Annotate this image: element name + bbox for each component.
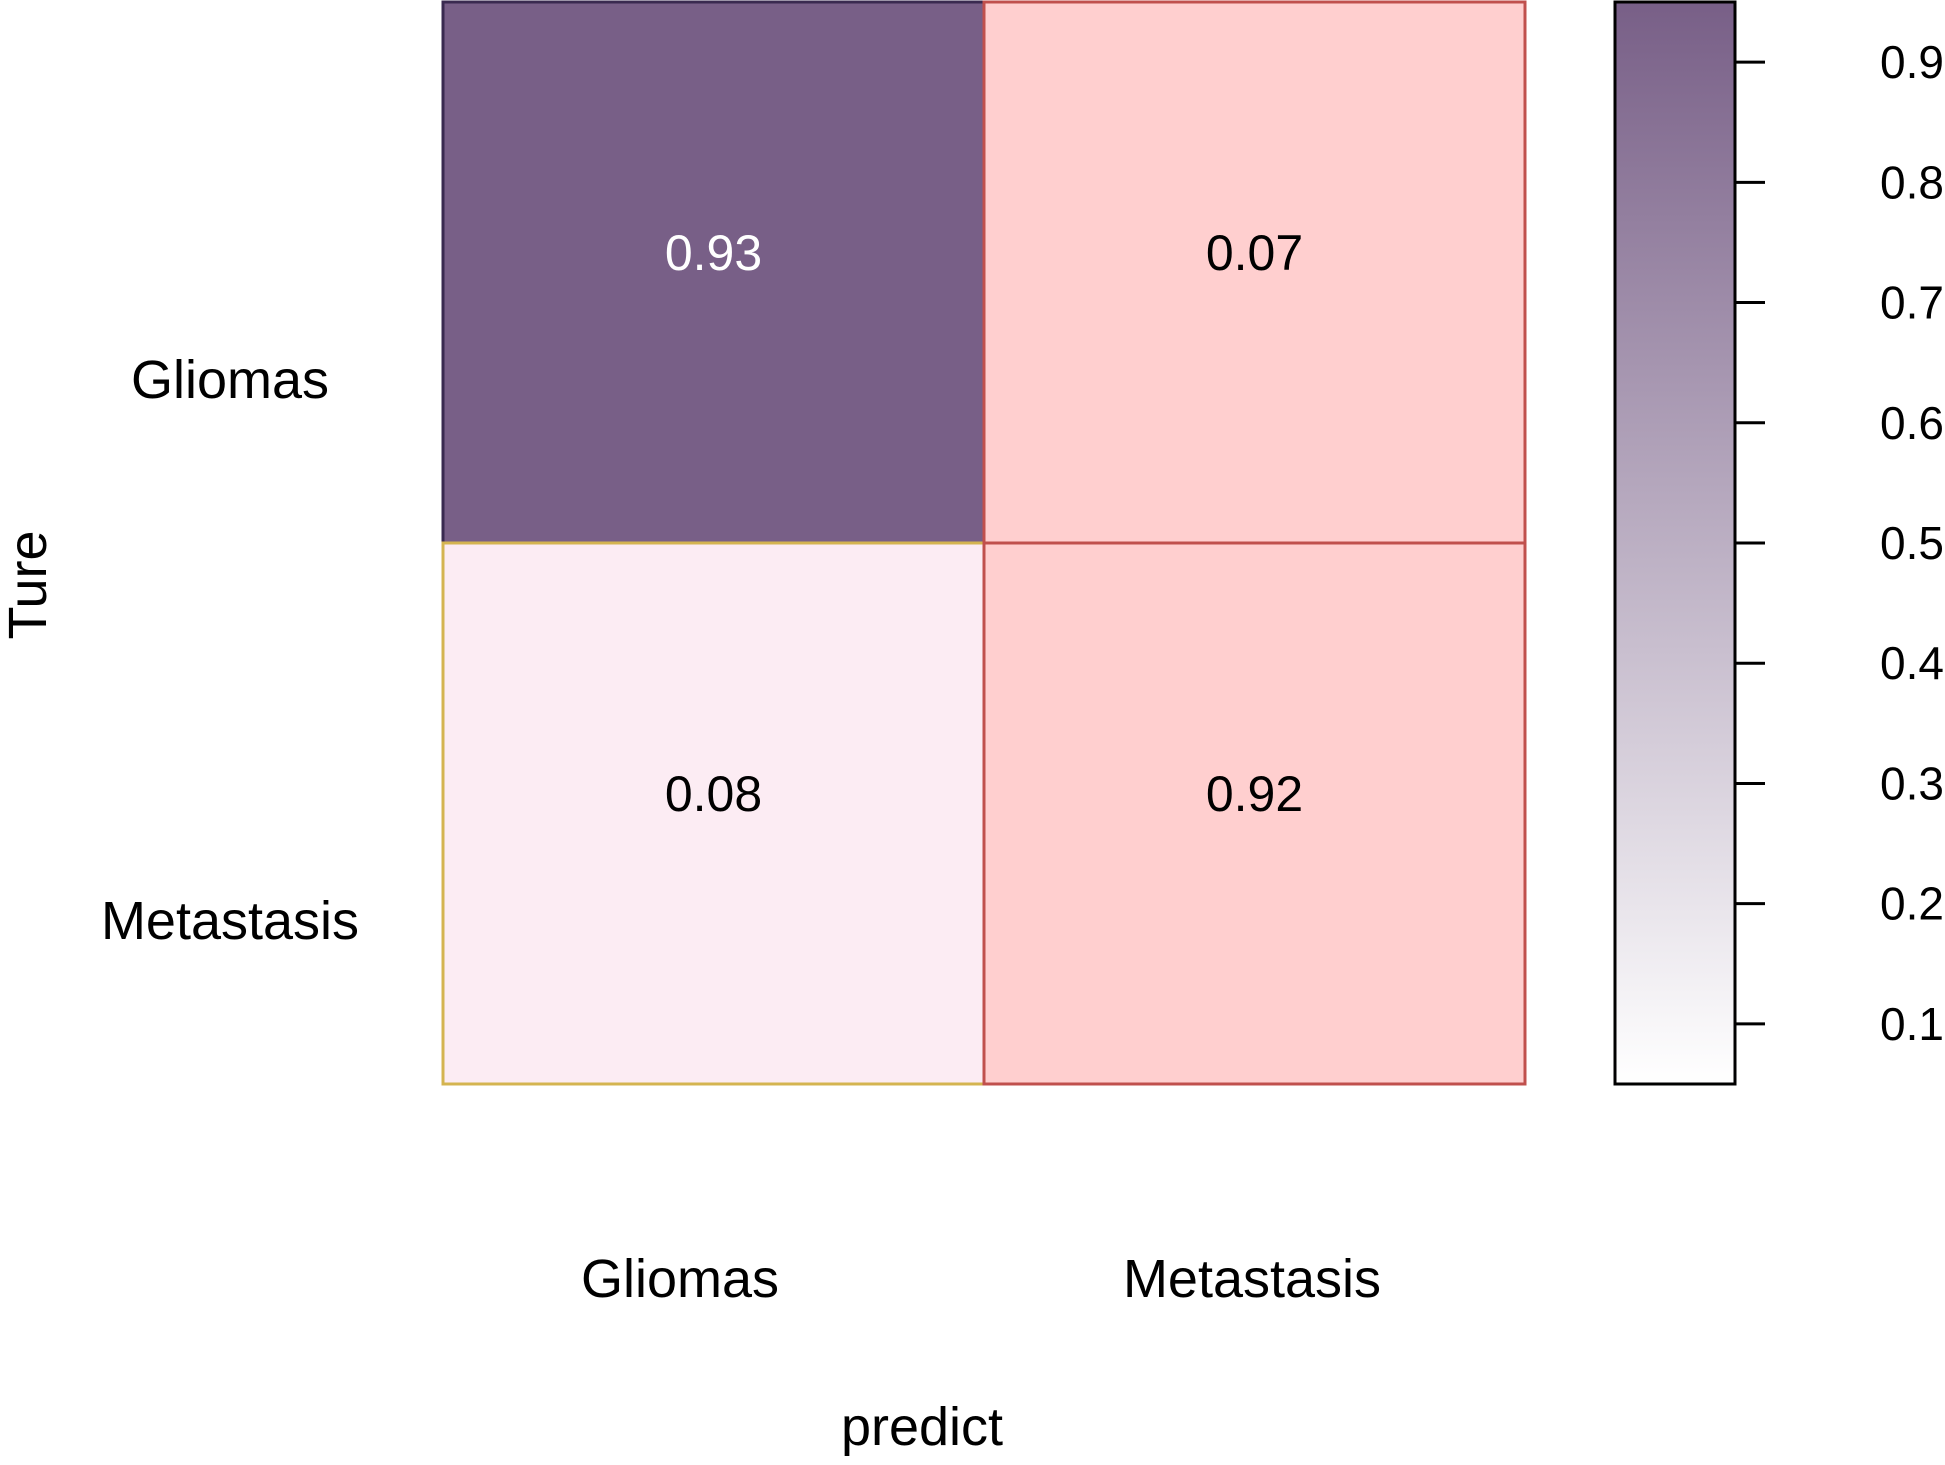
cell-value-label: 0.93 bbox=[665, 225, 762, 281]
colorbar-tick-label: 0.1 bbox=[1880, 998, 1944, 1050]
heatmap-cell-labels: 0.93 0.07 0.08 0.92 bbox=[665, 225, 1303, 822]
heatmap-cell bbox=[441, 541, 986, 1086]
colorbar-tick-label: 0.9 bbox=[1880, 36, 1944, 88]
heatmap-cell bbox=[982, 541, 1527, 1086]
x-tick-label: Metastasis bbox=[1123, 1249, 1381, 1309]
x-tick-labels: Gliomas Metastasis bbox=[581, 1249, 1381, 1309]
cell-value-label: 0.08 bbox=[665, 766, 762, 822]
heatmap-cell bbox=[982, 0, 1527, 545]
cell-value-label: 0.92 bbox=[1206, 766, 1303, 822]
colorbar-gradient bbox=[1613, 0, 1737, 1086]
y-tick-label: Metastasis bbox=[101, 891, 359, 951]
colorbar-tick-label: 0.4 bbox=[1880, 637, 1944, 689]
colorbar-tick-label: 0.6 bbox=[1880, 397, 1944, 449]
heatmap-cells bbox=[441, 0, 1527, 1086]
colorbar-ticks: 0.1 0.2 0.3 0.4 0.5 0.6 0.7 0.8 0.9 bbox=[1735, 36, 1944, 1050]
colorbar-tick-label: 0.8 bbox=[1880, 156, 1944, 208]
colorbar-tick-label: 0.5 bbox=[1880, 517, 1944, 569]
colorbar-tick-label: 0.3 bbox=[1880, 757, 1944, 809]
x-axis-label: predict bbox=[841, 1397, 1003, 1457]
y-tick-labels: Gliomas Metastasis bbox=[101, 350, 359, 951]
y-tick-label: Gliomas bbox=[131, 350, 329, 410]
colorbar: 0.1 0.2 0.3 0.4 0.5 0.6 0.7 0.8 0.9 bbox=[1613, 0, 1944, 1086]
colorbar-tick-label: 0.2 bbox=[1880, 878, 1944, 930]
colorbar-tick-label: 0.7 bbox=[1880, 277, 1944, 329]
x-tick-label: Gliomas bbox=[581, 1249, 779, 1309]
heatmap-cell bbox=[441, 0, 986, 545]
y-axis-label: Ture bbox=[0, 530, 58, 639]
cell-value-label: 0.07 bbox=[1206, 225, 1303, 281]
